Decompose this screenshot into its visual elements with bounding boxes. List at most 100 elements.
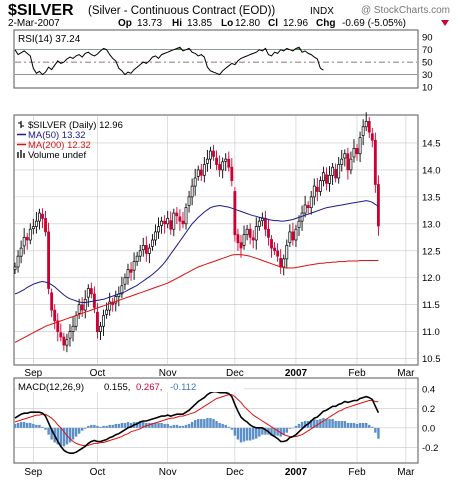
candle-body [370, 133, 374, 141]
candle-body [306, 205, 310, 209]
quote-change-value: -0.69 (-5.05%) [342, 18, 406, 29]
candle-body [312, 185, 316, 198]
candle-body [172, 212, 176, 230]
price-tick-label: 13.0 [422, 219, 441, 230]
candle-body [233, 191, 237, 235]
volume-legend-icon [23, 153, 25, 158]
macd-histogram-bar [135, 421, 139, 428]
macd-histogram-bar [258, 427, 261, 437]
macd-tick-label: -0.2 [422, 443, 438, 454]
rsi-tick-label: 30 [422, 70, 433, 81]
macd-histogram-bar [206, 418, 209, 428]
macd-histogram-bar [169, 425, 172, 428]
rsi-tick-label: 70 [422, 45, 433, 56]
macd-histogram-bar [273, 427, 276, 436]
candle-body [343, 153, 347, 159]
candle-body [59, 332, 63, 338]
macd-histogram-bar [93, 424, 96, 428]
price-x-tick-label: Oct [90, 368, 106, 379]
candle-body [132, 261, 136, 271]
candle-body [86, 288, 90, 298]
down-triangle-icon [441, 20, 449, 26]
quote-open-value: 13.73 [137, 18, 162, 29]
candle-body [16, 255, 20, 268]
macd-x-tick-label: Nov [159, 467, 177, 478]
candle-body [285, 245, 289, 260]
candle-body [236, 234, 240, 244]
macd-histogram-bar [331, 419, 334, 428]
macd-legend-signal: 0.267, [136, 382, 162, 393]
price-x-tick-label: 2007 [285, 368, 308, 379]
candle-body [190, 185, 194, 198]
macd-histogram-bar [32, 423, 35, 428]
macd-histogram-bar [371, 426, 374, 428]
rsi-line [14, 46, 324, 76]
macd-histogram-bar [349, 422, 353, 428]
macd-histogram-bar [13, 423, 17, 428]
macd-histogram-bar [19, 421, 23, 428]
candle-body [322, 172, 325, 182]
macd-x-axis: Sep Oct Nov Dec 2007 Feb Mar [24, 467, 415, 478]
candle-body [34, 220, 38, 227]
macd-histogram-bar [294, 425, 298, 428]
candle-body [19, 247, 23, 257]
price-tick-label: 11.0 [422, 327, 440, 338]
candle-body [267, 228, 270, 238]
macd-histogram-bar [190, 421, 194, 428]
macd-x-tick-label: 2007 [285, 467, 308, 478]
price-axis: 14.5 14.0 13.5 13.0 12.5 12.0 11.5 11.0 10.5 [422, 138, 441, 365]
macd-histogram-bar [221, 423, 224, 428]
macd-histogram-bar [340, 420, 343, 428]
candle-body [273, 247, 276, 252]
macd-histogram-bar [22, 421, 26, 428]
candle-body [114, 296, 118, 304]
candle-body [279, 257, 283, 268]
price-tick-label: 11.5 [422, 300, 440, 311]
macd-histogram-bar [80, 427, 84, 431]
candle-body [56, 320, 60, 333]
candle-body [80, 304, 84, 311]
candle-body [193, 177, 197, 187]
candle-body [126, 269, 130, 279]
macd-tick-label: 0.4 [422, 384, 435, 395]
candle-body [175, 212, 179, 217]
candle-body [22, 236, 26, 247]
candle-body [160, 220, 164, 226]
macd-histogram-bar [236, 427, 240, 440]
candle-body [50, 292, 54, 311]
macd-histogram-bar [117, 423, 121, 428]
candle-body [144, 245, 148, 254]
macd-histogram-bar [355, 423, 359, 428]
macd-histogram-bar [184, 424, 188, 428]
macd-histogram-bar [218, 422, 221, 428]
macd-histogram-bar [108, 424, 111, 428]
macd-histogram-bar [264, 427, 267, 435]
quote-high-label: Hi [172, 18, 182, 29]
macd-histogram-bar [74, 427, 78, 437]
candle-body [28, 228, 32, 241]
macd-histogram-bar [288, 427, 292, 429]
ticker-symbol: $SILVER [8, 2, 74, 19]
candlestick-series [13, 112, 380, 353]
ma50-line [14, 200, 379, 303]
macd-histogram-bar [255, 427, 258, 439]
rsi-legend: RSI(14) 37.24 [18, 34, 81, 45]
quote-low-value: 12.80 [235, 18, 260, 29]
macd-histogram-bar [16, 422, 20, 428]
macd-histogram-bar [261, 427, 264, 435]
macd-histogram-bar [163, 423, 166, 428]
macd-histogram-bar [126, 421, 130, 428]
candle-body [224, 158, 228, 162]
macd-histogram-bar [322, 418, 325, 428]
candle-body [352, 147, 356, 158]
macd-histogram-bar [59, 427, 63, 447]
macd-histogram-bar [248, 427, 252, 441]
candle-body [129, 269, 133, 273]
macd-histogram-bar [215, 420, 218, 428]
macd-histogram-bar [203, 419, 206, 428]
candle-body [263, 218, 267, 230]
macd-histogram-bar [123, 422, 127, 428]
macd-histogram-bar [325, 419, 328, 428]
macd-histogram-bar [212, 419, 215, 428]
